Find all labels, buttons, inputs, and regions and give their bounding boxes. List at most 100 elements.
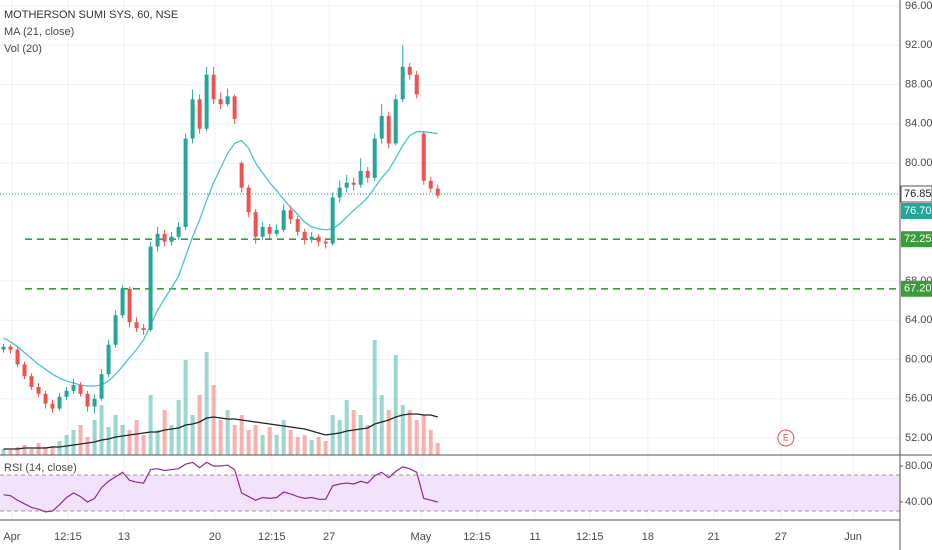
x-tick-label: 21 bbox=[708, 531, 720, 543]
volume-bar bbox=[36, 443, 41, 455]
candle-body bbox=[351, 182, 356, 185]
volume-bar bbox=[183, 360, 188, 455]
candle-body bbox=[169, 236, 174, 242]
candle-body bbox=[225, 96, 230, 105]
volume-bar bbox=[428, 430, 433, 455]
volume-bar bbox=[400, 405, 405, 455]
y-tick-label: 92.00 bbox=[905, 39, 932, 51]
volume-bar bbox=[337, 420, 342, 455]
volume-bar bbox=[281, 420, 286, 455]
volume-bar bbox=[330, 415, 335, 455]
candle-body bbox=[1, 346, 6, 350]
candle-body bbox=[372, 138, 377, 178]
volume-bar bbox=[204, 352, 209, 455]
volume-bar bbox=[267, 427, 272, 455]
candle-body bbox=[281, 210, 286, 230]
candle-body bbox=[50, 403, 55, 409]
volume-bar bbox=[239, 415, 244, 455]
volume-bar bbox=[120, 425, 125, 455]
y-tick-label: 80.00 bbox=[905, 157, 932, 169]
x-tick-label: 12:15 bbox=[463, 531, 491, 543]
candle-body bbox=[330, 197, 335, 244]
candle-body bbox=[120, 288, 125, 316]
rsi-line bbox=[3, 461, 438, 513]
volume-bar bbox=[85, 437, 90, 455]
x-tick-label: 20 bbox=[209, 531, 221, 543]
volume-bar bbox=[351, 410, 356, 455]
price-label: 76.85 bbox=[904, 188, 932, 200]
candle-body bbox=[337, 187, 342, 198]
volume-bar bbox=[127, 430, 132, 455]
volume-bar bbox=[372, 340, 377, 455]
candle-body bbox=[400, 66, 405, 100]
volume-bar bbox=[106, 427, 111, 455]
volume-bar bbox=[421, 415, 426, 455]
volume-bar bbox=[407, 410, 412, 455]
candle-body bbox=[232, 96, 237, 119]
candle-body bbox=[421, 133, 426, 181]
x-tick-label: Jun bbox=[844, 531, 862, 543]
candle-body bbox=[106, 344, 111, 375]
x-tick-label: 12:15 bbox=[258, 531, 286, 543]
volume-bar bbox=[358, 415, 363, 455]
candle-body bbox=[365, 170, 370, 178]
volume-bar bbox=[393, 355, 398, 455]
indicator-label: MA (21, close) bbox=[4, 26, 74, 38]
volume-bar bbox=[253, 425, 258, 455]
last-price-box bbox=[901, 203, 932, 220]
candle-body bbox=[386, 115, 391, 144]
candle-body bbox=[435, 188, 440, 196]
candle-body bbox=[36, 386, 41, 394]
volume-bar bbox=[225, 410, 230, 455]
volume-bar bbox=[22, 445, 27, 455]
candle-body bbox=[190, 99, 195, 139]
candle-body bbox=[204, 74, 209, 129]
volume-bar bbox=[323, 441, 328, 455]
volume-bar bbox=[260, 435, 265, 455]
ma-line bbox=[3, 131, 438, 387]
candle-body bbox=[211, 74, 216, 100]
event-marker bbox=[777, 429, 795, 447]
volume-bar bbox=[1, 449, 6, 455]
volume-bar bbox=[386, 410, 391, 455]
candle-body bbox=[295, 219, 300, 232]
candle-body bbox=[414, 74, 419, 95]
candle-body bbox=[29, 376, 34, 387]
level-label-box bbox=[901, 280, 932, 297]
candle-body bbox=[71, 384, 76, 391]
volume-bar bbox=[274, 435, 279, 455]
candle-body bbox=[113, 315, 118, 345]
last-price-label: 76.70 bbox=[904, 205, 932, 217]
candle-body bbox=[183, 138, 188, 227]
level-label: 72.25 bbox=[904, 233, 932, 245]
candle-body bbox=[197, 99, 202, 129]
event-label: E bbox=[783, 432, 789, 442]
volume-bar bbox=[162, 410, 167, 455]
volume-bar bbox=[8, 450, 13, 455]
candle-body bbox=[22, 364, 27, 377]
volume-bar bbox=[134, 420, 139, 455]
indicator-label: Vol (20) bbox=[4, 43, 42, 55]
axis-labels: Apr 12:15 13 20 12:15 27 May 12:15 11 12:15 18 21 27… bbox=[3, 0, 932, 543]
plot: E bbox=[0, 45, 900, 513]
candle-body bbox=[218, 99, 223, 105]
candle-body bbox=[92, 398, 97, 407]
candle-body bbox=[8, 346, 13, 350]
candle-body bbox=[428, 180, 433, 189]
candle-body bbox=[99, 374, 104, 399]
volume-bar bbox=[148, 395, 153, 455]
candle-body bbox=[323, 241, 328, 244]
candle-body bbox=[358, 170, 363, 185]
volume-bar bbox=[71, 430, 76, 455]
y-tick-label: 40.00 bbox=[905, 496, 932, 508]
candle-body bbox=[127, 288, 132, 323]
candle-body bbox=[253, 212, 258, 237]
volume-bar bbox=[92, 420, 97, 455]
x-tick-label: 18 bbox=[642, 531, 654, 543]
candle-body bbox=[260, 226, 265, 237]
candle-body bbox=[274, 229, 279, 234]
volume-bar bbox=[218, 420, 223, 455]
x-tick-label: 11 bbox=[529, 531, 540, 543]
grid bbox=[0, 0, 900, 520]
